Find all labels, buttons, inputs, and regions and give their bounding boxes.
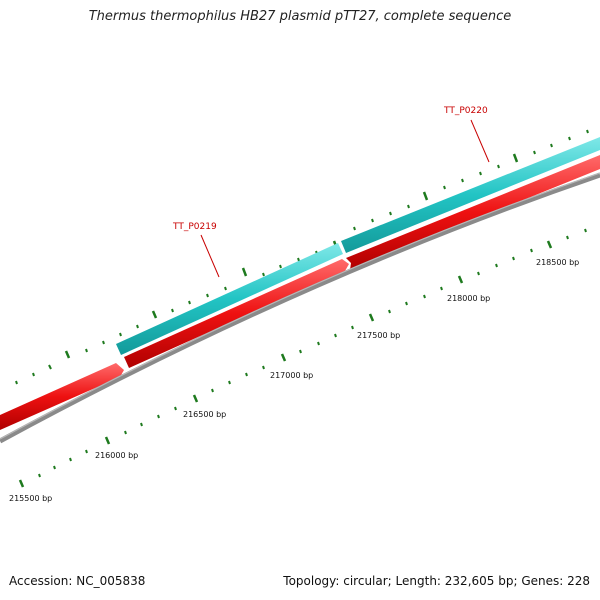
forward-strand-track: [116, 137, 600, 355]
ruler-labels: 215500 bp 216000 bp 216500 bp 217000 bp …: [9, 258, 579, 503]
inner-ruler: [18, 228, 587, 488]
reverse-gene-left[interactable]: [0, 363, 124, 430]
reverse-gene-right[interactable]: [346, 155, 600, 270]
gene-label-tt-p0220[interactable]: TT_P0220: [443, 106, 488, 116]
reverse-gene-middle[interactable]: [124, 259, 349, 368]
gene-tt-p0219[interactable]: [116, 243, 343, 355]
ruler-label: 216000 bp: [95, 451, 138, 460]
summary-label: Topology: circular; Length: 232,605 bp; …: [283, 574, 590, 588]
gene-label-leader: [470, 119, 490, 163]
sequence-backbone: [0, 172, 600, 444]
gene-label-leader: [200, 234, 220, 278]
accession-label: Accession: NC_005838: [9, 574, 146, 588]
outer-tick-ring: [15, 129, 589, 385]
ruler-label: 218500 bp: [536, 258, 579, 267]
ruler-label: 216500 bp: [183, 410, 226, 419]
reverse-strand-track: [0, 155, 600, 430]
gene-labels: TT_P0219 TT_P0220: [172, 106, 490, 278]
ruler-label: 218000 bp: [447, 294, 490, 303]
ruler-label: 215500 bp: [9, 494, 52, 503]
ruler-label: 217000 bp: [270, 371, 313, 380]
map-title: Thermus thermophilus HB27 plasmid pTT27,…: [88, 9, 512, 24]
gene-label-tt-p0219[interactable]: TT_P0219: [172, 222, 217, 232]
ruler-label: 217500 bp: [357, 331, 400, 340]
gene-tt-p0220[interactable]: [341, 137, 600, 253]
